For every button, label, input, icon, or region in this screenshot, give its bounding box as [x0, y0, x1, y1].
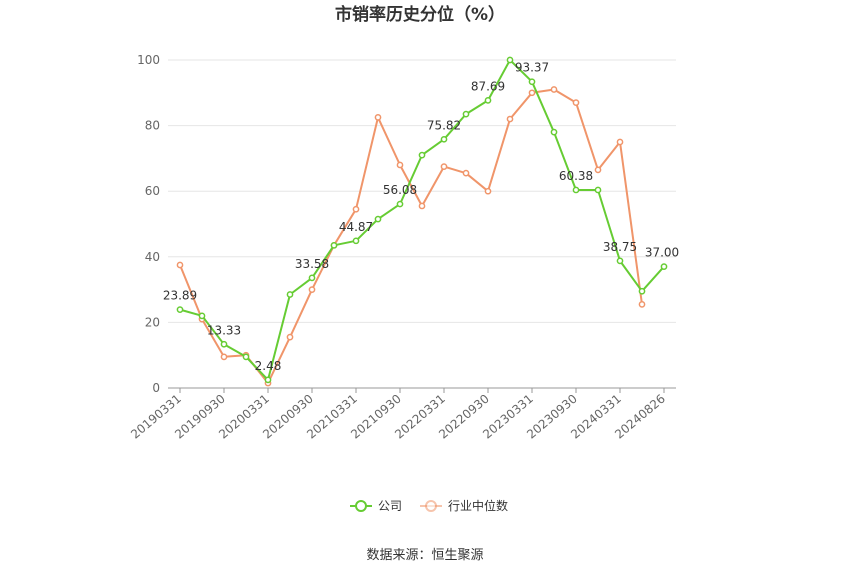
source-text: 数据来源：恒生聚源 — [366, 548, 483, 563]
legend-label-company: 公司 — [378, 499, 402, 513]
point-company-4 — [264, 376, 272, 384]
chart-title: 市销率历史分位（%） — [335, 4, 505, 25]
point-company-3 — [242, 353, 250, 361]
series-group — [176, 56, 668, 387]
point-company-8 — [352, 237, 360, 245]
point-company-20 — [616, 257, 624, 265]
point-industry-median-2 — [220, 353, 228, 361]
point-industry-median-18 — [572, 99, 580, 106]
point-industry-median-19 — [594, 166, 602, 174]
data-label-company-22: 37.00 — [645, 246, 679, 260]
legend-item-industry-median[interactable]: 行业中位数 — [420, 498, 508, 513]
axes: 0204060801002019033120190930202003312020… — [128, 53, 676, 442]
point-company-10 — [396, 200, 404, 208]
legend-label-industry-median: 行业中位数 — [448, 498, 508, 513]
series-line-industry-median — [179, 88, 643, 385]
point-industry-median-9 — [374, 114, 382, 121]
point-company-21 — [638, 287, 646, 295]
point-company-22 — [660, 263, 668, 270]
point-company-19 — [594, 186, 602, 194]
data-labels: 23.89 13.33 2.48 33.58 44.87 56.08 75.82 87.69 9… — [163, 61, 679, 373]
data-label-company-20: 38.75 — [603, 240, 637, 254]
point-company-15 — [506, 56, 514, 64]
point-industry-median-5 — [286, 333, 294, 341]
point-industry-median-8 — [352, 205, 360, 213]
point-company-18 — [572, 186, 580, 194]
point-company-5 — [286, 291, 294, 298]
point-company-7 — [330, 241, 338, 249]
y-tick-label-60: 60 — [145, 184, 160, 198]
point-company-9 — [374, 215, 382, 223]
point-industry-median-6 — [308, 286, 316, 293]
data-label-company-6: 33.58 — [295, 257, 329, 271]
point-industry-median-20 — [616, 138, 624, 146]
point-industry-median-11 — [418, 202, 426, 210]
grid — [168, 59, 676, 323]
y-tick-label-20: 20 — [145, 315, 160, 329]
y-tick-label-0: 0 — [152, 381, 160, 395]
data-label-company-10: 56.08 — [383, 183, 417, 197]
data-label-company-18: 60.38 — [559, 169, 593, 183]
point-company-0 — [176, 306, 184, 313]
y-tick-label-80: 80 — [145, 119, 160, 133]
point-company-16 — [528, 78, 536, 86]
legend-marker-company — [355, 500, 367, 512]
point-industry-median-12 — [440, 163, 448, 170]
data-label-company-2: 13.33 — [207, 323, 241, 337]
point-company-14 — [484, 97, 492, 104]
point-industry-median-14 — [484, 187, 492, 195]
series-line-company — [179, 59, 665, 381]
point-industry-median-0 — [176, 261, 184, 269]
y-tick-label-100: 100 — [137, 53, 160, 67]
point-company-13 — [462, 110, 470, 118]
data-label-company-14: 87.69 — [471, 79, 505, 93]
point-company-12 — [440, 135, 448, 143]
data-label-company-16: 93.37 — [515, 61, 549, 75]
legend-marker-industry-median — [425, 500, 437, 512]
data-label-company-12: 75.82 — [427, 118, 461, 132]
data-label-company-4: 2.48 — [255, 359, 282, 373]
point-industry-median-16 — [528, 89, 536, 97]
point-company-17 — [550, 128, 558, 136]
point-company-1 — [198, 312, 206, 320]
point-company-6 — [308, 274, 316, 282]
point-industry-median-10 — [396, 161, 404, 169]
point-industry-median-17 — [550, 86, 558, 93]
legend-item-company[interactable]: 公司 — [350, 499, 402, 513]
point-company-11 — [418, 151, 426, 159]
y-tick-label-40: 40 — [145, 250, 160, 264]
point-industry-median-13 — [462, 169, 470, 177]
data-label-company-0: 23.89 — [163, 289, 197, 303]
point-industry-median-21 — [638, 301, 646, 308]
point-company-2 — [220, 340, 228, 348]
legend[interactable]: 公司 行业中位数 — [350, 498, 508, 513]
point-industry-median-15 — [506, 115, 514, 123]
data-label-company-8: 44.87 — [339, 220, 373, 234]
